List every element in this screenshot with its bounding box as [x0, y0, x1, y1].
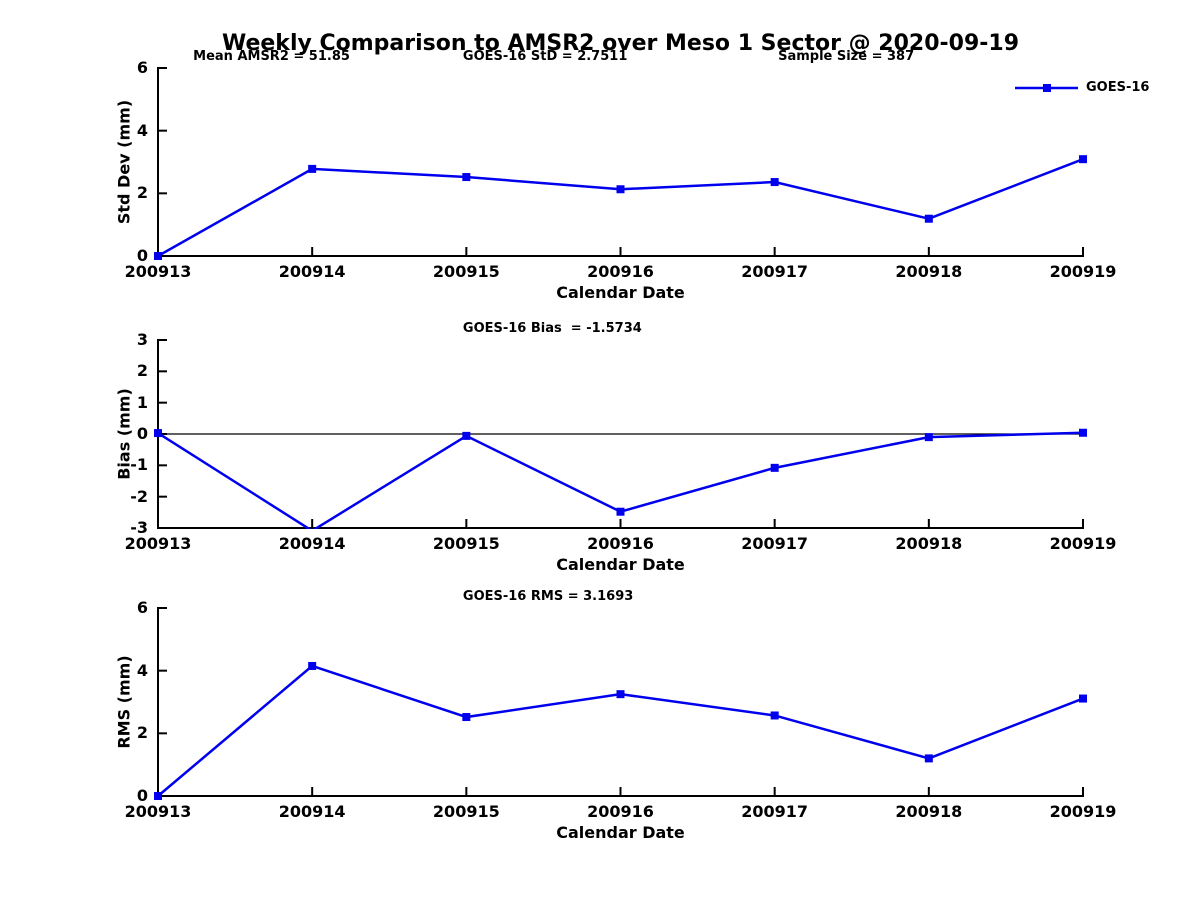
- rms-x-axis-label: Calendar Date: [556, 823, 685, 842]
- bias-plot-canvas: [154, 339, 1087, 529]
- legend: GOES-16: [1015, 81, 1149, 95]
- legend-line-marker-icon: [1015, 84, 1078, 92]
- goes-16-marker: [154, 252, 162, 260]
- y-tick-label: 6: [136, 58, 148, 77]
- y-tick-label: 1: [136, 392, 148, 412]
- goes-16-marker: [1079, 694, 1087, 703]
- goes-16-marker: [924, 433, 933, 442]
- y-tick-label: 0: [136, 786, 148, 805]
- goes-16-marker: [154, 792, 162, 800]
- y-tick-label: -2: [130, 486, 148, 506]
- x-tick-label: 200916: [587, 262, 654, 281]
- y-tick-label: -1: [130, 455, 148, 475]
- y-tick-label: 2: [136, 361, 148, 381]
- rms-plot-canvas: [154, 607, 1087, 800]
- goes-16-marker: [462, 431, 471, 440]
- x-tick-label: 200917: [741, 534, 809, 553]
- x-tick-label: 200918: [895, 534, 963, 553]
- y-tick-label: 6: [136, 598, 148, 617]
- bias-y-axis-label: Bias (mm): [114, 388, 134, 480]
- x-tick-label: 200917: [741, 262, 809, 281]
- x-tick-label: 200915: [432, 534, 500, 553]
- goes-16-line: [157, 158, 1084, 257]
- bias-x-axis-label: Calendar Date: [556, 555, 685, 574]
- std-dev-x-axis-label: Calendar Date: [556, 283, 685, 302]
- x-tick-label: 200918: [895, 262, 963, 281]
- goes-16-marker: [616, 185, 625, 194]
- x-tick-label: 200914: [278, 534, 346, 553]
- goes-16-marker: [154, 429, 162, 438]
- goes-16-marker: [462, 173, 471, 182]
- std-dev-y-axis-label: Std Dev (mm): [114, 99, 134, 225]
- legend-label: GOES-16: [1086, 80, 1150, 95]
- x-tick-label: 200918: [895, 802, 963, 821]
- goes-16-marker: [770, 711, 779, 720]
- goes-16-marker: [308, 164, 317, 173]
- goes-16-marker: [1079, 428, 1087, 437]
- page-title: Weekly Comparison to AMSR2 over Meso 1 S…: [221, 31, 1020, 56]
- rms-y-axis-label: RMS (mm): [114, 655, 134, 749]
- std-dev-annotation: Sample Size = 387: [778, 49, 915, 64]
- goes-16-marker: [308, 661, 317, 670]
- x-tick-label: 200919: [1049, 262, 1117, 281]
- x-tick-label: 200919: [1049, 534, 1117, 553]
- goes-16-marker: [616, 690, 625, 699]
- y-tick-label: 3: [136, 330, 148, 349]
- x-tick-label: 200914: [278, 802, 346, 821]
- x-tick-label: 200913: [124, 802, 192, 821]
- x-tick-label: 200919: [1049, 802, 1117, 821]
- x-tick-label: 200913: [124, 262, 192, 281]
- y-tick-label: 4: [136, 660, 148, 680]
- x-tick-label: 200916: [587, 534, 654, 553]
- y-tick-label: 4: [136, 120, 148, 140]
- y-tick-label: 2: [136, 183, 148, 203]
- goes-16-line: [157, 431, 1084, 529]
- goes-16-marker: [462, 713, 471, 722]
- x-tick-label: 200916: [587, 802, 654, 821]
- goes-16-marker: [770, 178, 779, 187]
- x-tick-label: 200917: [741, 802, 809, 821]
- x-tick-label: 200915: [432, 262, 500, 281]
- goes-16-marker: [924, 754, 933, 763]
- goes-16-line: [157, 664, 1084, 797]
- goes-16-marker: [770, 463, 779, 472]
- rms-annotation: GOES-16 RMS = 3.1693: [462, 589, 634, 604]
- y-tick-label: -3: [130, 518, 148, 537]
- std-dev-plot-canvas: [154, 67, 1087, 260]
- bias-annotation: GOES-16 Bias = -1.5734: [462, 321, 642, 336]
- goes-16-marker: [616, 507, 625, 516]
- x-tick-label: 200913: [124, 534, 192, 553]
- x-tick-label: 200915: [432, 802, 500, 821]
- std-dev-annotation: Mean AMSR2 = 51.85: [193, 49, 350, 64]
- std-dev-annotation: GOES-16 StD = 2.7511: [462, 49, 628, 64]
- y-tick-label: 2: [136, 723, 148, 743]
- goes-16-marker: [924, 214, 933, 223]
- goes-16-marker: [1079, 155, 1087, 164]
- y-tick-label: 0: [136, 246, 148, 265]
- x-tick-label: 200914: [278, 262, 346, 281]
- y-tick-label: 0: [136, 424, 148, 443]
- bias-chart: 3 2 1 0 -1 -2 -3 200913 200914 200915 200916 200917…: [115, 321, 1117, 573]
- stddev-chart: 0 2 4 6 200913 200914 200915 200916 200917 200918…: [115, 49, 1117, 301]
- rms-chart: 0 2 4 6 200913 200914 200915 200916 200917 200918…: [115, 589, 1117, 841]
